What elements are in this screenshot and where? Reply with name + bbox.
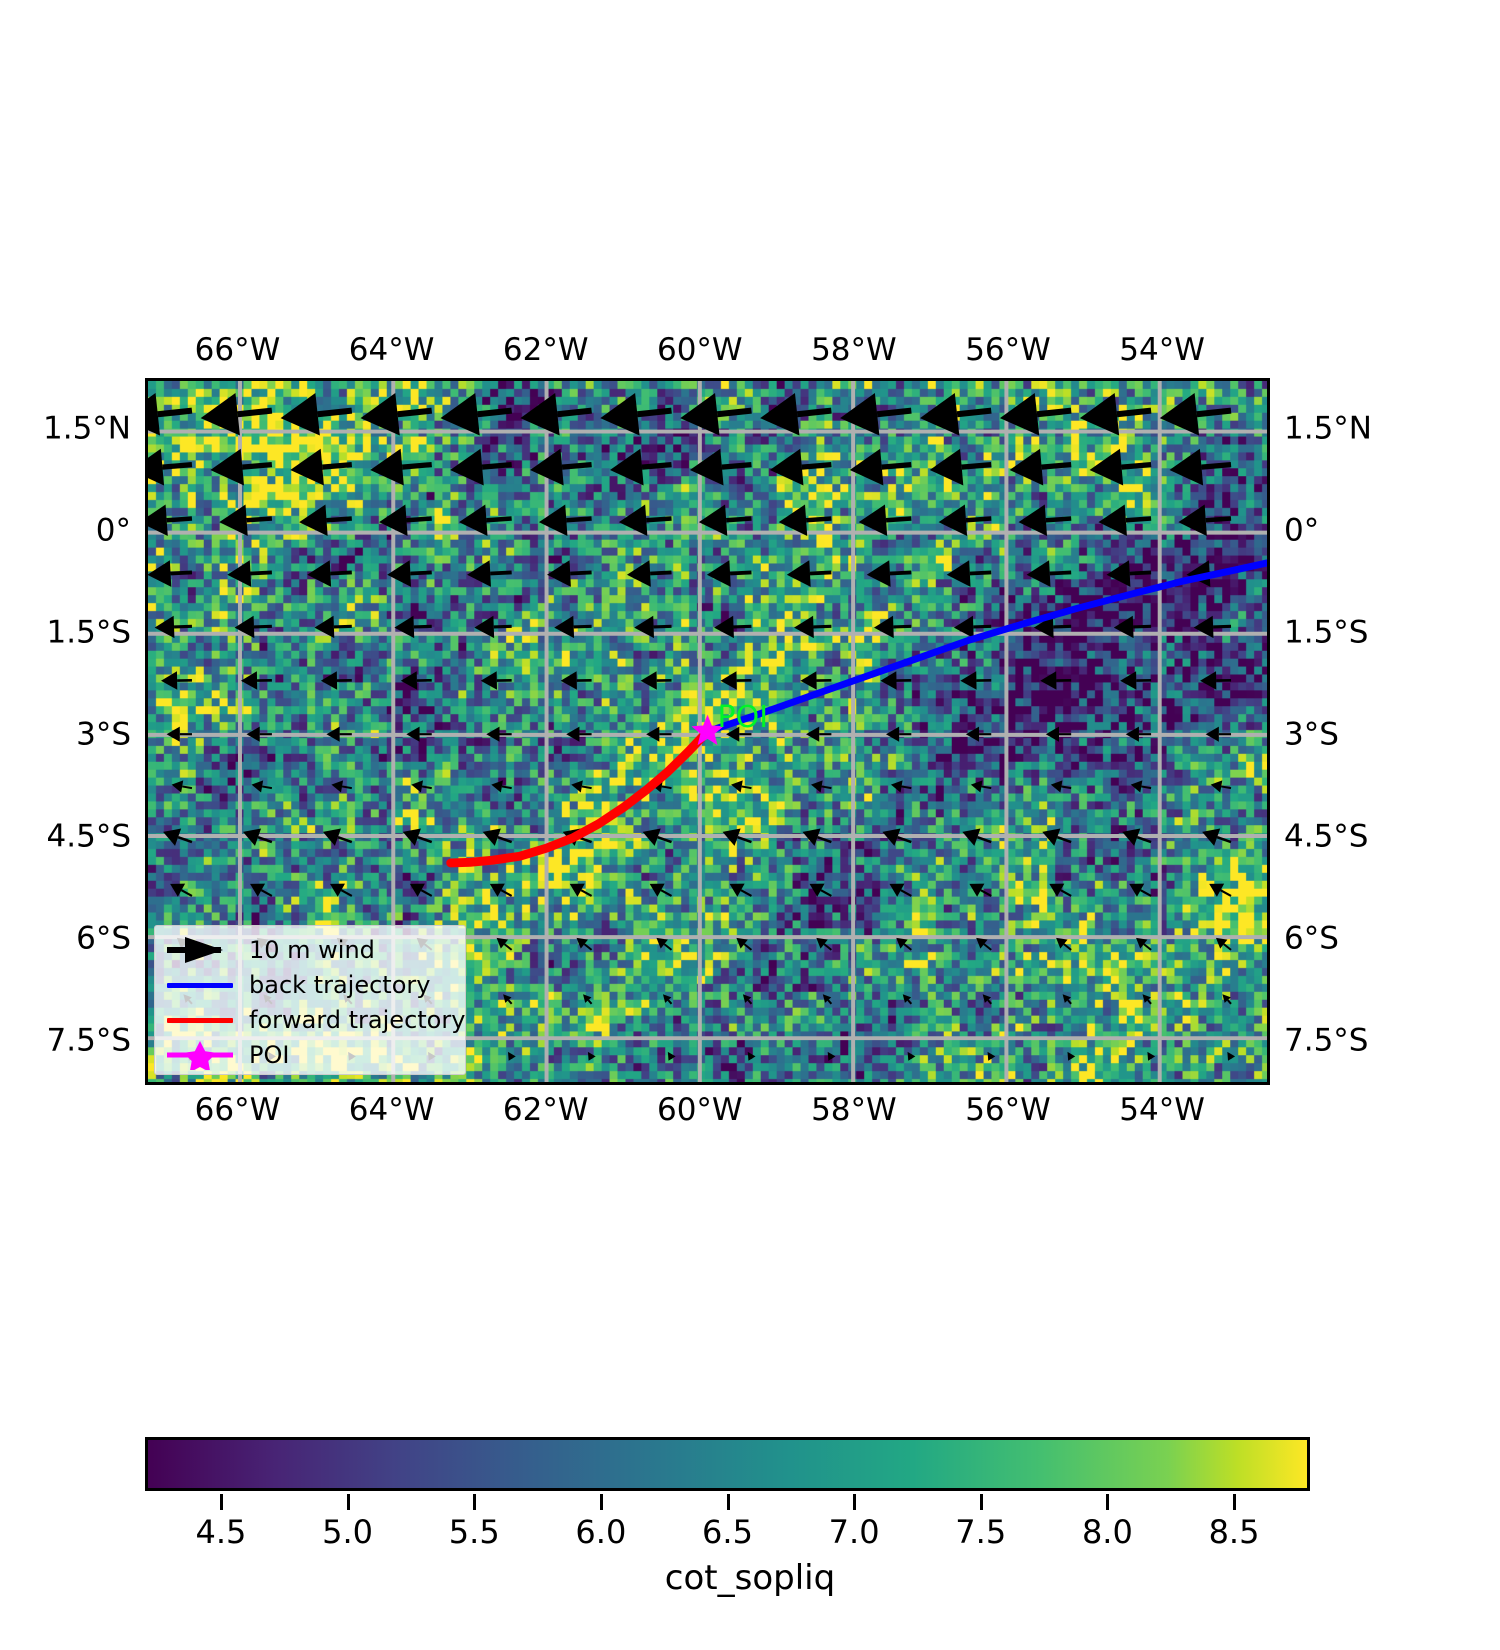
ytick-left-5: 6°S <box>76 920 131 957</box>
colorbar-ticklabel-5: 7.0 <box>828 1513 880 1551</box>
colorbar-ticklabel-2: 5.5 <box>448 1513 500 1551</box>
poi-map-label: POI <box>717 699 769 735</box>
colorbar-tickmark-3 <box>599 1494 603 1510</box>
legend-item-back-trajectory: back trajectory <box>165 967 455 1002</box>
xtick-top-6: 54°W <box>1119 332 1205 368</box>
colorbar-ticklabel-1: 5.0 <box>322 1513 374 1551</box>
colorbar-tickmark-7 <box>1106 1494 1110 1510</box>
xtick-bottom-3: 60°W <box>656 1092 743 1128</box>
xtick-top-0: 66°W <box>194 332 281 368</box>
legend-item-forward-trajectory: forward trajectory <box>165 1002 465 1037</box>
colorbar-tickmark-1 <box>346 1494 350 1510</box>
colorbar-ticklabel-3: 6.0 <box>575 1513 627 1551</box>
xtick-bottom-5: 56°W <box>965 1092 1051 1128</box>
ytick-left-4: 4.5°S <box>46 818 131 855</box>
ytick-right-0: 1.5°N <box>1284 410 1372 447</box>
legend-item-wind: 10 m wind <box>165 932 455 967</box>
legend-label-poi: POI <box>249 1040 290 1069</box>
xtick-bottom-2: 62°W <box>502 1092 589 1128</box>
colorbar-ticklabel-4: 6.5 <box>702 1513 753 1551</box>
legend-label-forward-trajectory: forward trajectory <box>249 1005 466 1034</box>
ytick-right-4: 4.5°S <box>1284 818 1369 855</box>
map-legend[interactable]: 10 m wind back trajectory forward trajec… <box>154 925 466 1075</box>
poi-star-icon <box>165 1040 237 1072</box>
back-trajectory-line-icon <box>165 970 237 1000</box>
xtick-bottom-6: 54°W <box>1119 1092 1205 1128</box>
xtick-top-2: 62°W <box>502 332 589 368</box>
ytick-right-5: 6°S <box>1284 920 1339 957</box>
ytick-right-3: 3°S <box>1284 716 1339 753</box>
wind-arrow-icon <box>165 935 237 965</box>
ytick-left-1: 0° <box>95 512 131 549</box>
xtick-top-1: 64°W <box>348 332 435 368</box>
map-overlay-layer <box>148 392 1267 1061</box>
ytick-left-0: 1.5°N <box>43 410 131 447</box>
xtick-bottom-0: 66°W <box>194 1092 281 1128</box>
colorbar-ticklabel-7: 8.0 <box>1081 1513 1133 1551</box>
xtick-bottom-4: 58°W <box>811 1092 897 1128</box>
colorbar-tickmark-0 <box>219 1494 223 1510</box>
ytick-right-2: 1.5°S <box>1284 614 1369 651</box>
ytick-left-2: 1.5°S <box>46 614 131 651</box>
ytick-left-3: 3°S <box>76 716 131 753</box>
legend-label-back-trajectory: back trajectory <box>249 970 431 999</box>
colorbar-title: cot_sopliq <box>664 1558 836 1598</box>
ytick-right-6: 7.5°S <box>1284 1022 1369 1059</box>
colorbar-tickmark-5 <box>853 1494 857 1510</box>
xtick-top-4: 58°W <box>811 332 897 368</box>
colorbar-tickmark-4 <box>726 1494 730 1510</box>
legend-item-poi: POI <box>165 1037 455 1072</box>
ytick-left-6: 7.5°S <box>46 1022 131 1059</box>
colorbar-tickmark-6 <box>979 1494 983 1510</box>
ytick-right-1: 0° <box>1284 512 1320 549</box>
legend-label-wind: 10 m wind <box>249 935 375 964</box>
colorbar-gradient <box>148 1440 1307 1488</box>
colorbar-ticklabel-8: 8.5 <box>1208 1513 1260 1551</box>
colorbar-ticklabel-0: 4.5 <box>195 1513 247 1551</box>
colorbar[interactable] <box>145 1437 1310 1491</box>
xtick-top-3: 60°W <box>656 332 743 368</box>
colorbar-tickmark-2 <box>473 1494 477 1510</box>
forward-trajectory-line-icon <box>165 1005 237 1035</box>
colorbar-ticklabel-6: 7.5 <box>955 1513 1007 1551</box>
colorbar-tickmark-8 <box>1233 1494 1237 1510</box>
xtick-top-5: 56°W <box>965 332 1051 368</box>
xtick-bottom-1: 64°W <box>348 1092 435 1128</box>
